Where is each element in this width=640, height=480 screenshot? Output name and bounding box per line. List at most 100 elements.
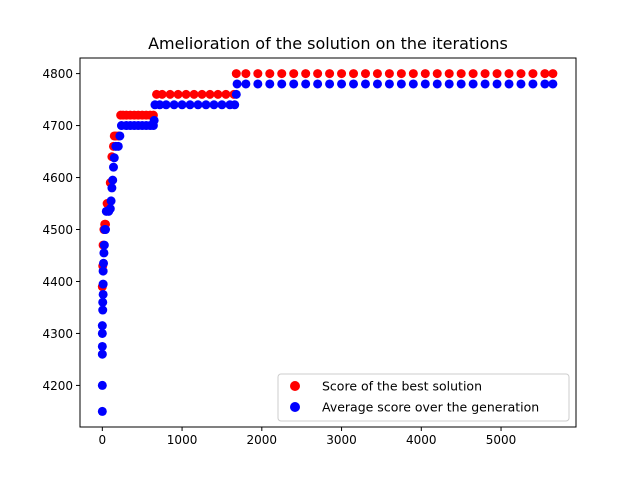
y-tick-label: 4200	[42, 379, 73, 393]
average-score-point	[101, 225, 111, 235]
y-tick-label: 4400	[42, 275, 73, 289]
best-score-point	[444, 69, 454, 79]
axes: 0 1000 2000 3000 4000 5000 4200 4300 4400 4500 460…	[42, 67, 516, 447]
average-score-point	[97, 349, 107, 359]
average-score-point	[98, 289, 108, 299]
best-score-point	[173, 89, 183, 99]
y-tick-label: 4300	[42, 327, 73, 341]
best-score-point	[468, 69, 478, 79]
best-score-point	[241, 69, 251, 79]
average-score-point	[230, 100, 240, 110]
best-score-point	[360, 69, 370, 79]
average-score-point	[108, 175, 118, 185]
best-score-point	[504, 69, 514, 79]
average-score-point	[97, 341, 107, 351]
average-score-point	[396, 79, 406, 89]
best-score-point	[349, 69, 359, 79]
average-score-point	[107, 183, 117, 193]
average-score-point	[193, 100, 203, 110]
average-score-point	[109, 153, 119, 163]
average-score-point	[504, 79, 514, 89]
average-score-point	[98, 279, 108, 289]
best-score-point	[265, 69, 275, 79]
best-score-point	[181, 89, 191, 99]
average-score-point	[349, 79, 359, 89]
average-score-point	[97, 406, 107, 416]
chart-title: Amelioration of the solution on the iter…	[148, 34, 508, 53]
average-score-point	[105, 204, 115, 214]
best-score-point	[289, 69, 299, 79]
average-score-point	[265, 79, 275, 89]
x-tick-label: 5000	[486, 433, 517, 447]
average-score-point	[408, 79, 418, 89]
average-score-point	[115, 131, 125, 141]
average-score-point	[540, 79, 550, 89]
average-score-point	[432, 79, 442, 89]
best-score-point	[205, 89, 215, 99]
best-score-point	[396, 69, 406, 79]
best-score-point	[540, 69, 550, 79]
average-score-point	[480, 79, 490, 89]
legend-label-best: Score of the best solution	[322, 379, 482, 394]
average-score-point	[528, 79, 538, 89]
average-score-point	[241, 79, 251, 89]
y-tick-label: 4500	[42, 223, 73, 237]
average-score-point	[253, 79, 263, 89]
average-score-point	[209, 100, 219, 110]
average-score-point	[548, 79, 558, 89]
x-tick-label: 2000	[247, 433, 278, 447]
average-score-point	[98, 297, 108, 307]
best-score-point	[492, 69, 502, 79]
best-score-point	[325, 69, 335, 79]
average-score-point	[97, 380, 107, 390]
average-score-point	[456, 79, 466, 89]
average-score-point	[169, 100, 179, 110]
average-score-point	[516, 79, 526, 89]
average-score-point	[177, 100, 187, 110]
legend-box	[277, 373, 570, 422]
average-score-point	[185, 100, 195, 110]
average-score-point	[98, 266, 108, 276]
average-score-point	[97, 328, 107, 338]
average-score-point	[217, 100, 227, 110]
best-score-point	[456, 69, 466, 79]
average-score-point	[99, 240, 109, 250]
average-score-point	[161, 100, 171, 110]
average-score-point	[99, 258, 109, 268]
average-score-point	[149, 115, 159, 125]
legend-marker-best	[290, 381, 300, 391]
average-score-point	[313, 79, 323, 89]
best-score-point	[253, 69, 263, 79]
best-score-point	[432, 69, 442, 79]
average-score-point	[277, 79, 287, 89]
average-score-point	[372, 79, 382, 89]
average-score-point	[97, 321, 107, 331]
best-score-point	[213, 89, 223, 99]
best-score-point	[408, 69, 418, 79]
best-score-point	[189, 89, 199, 99]
average-score-point	[360, 79, 370, 89]
best-score-point	[231, 69, 241, 79]
x-tick-label: 1000	[167, 433, 198, 447]
average-score-point	[289, 79, 299, 89]
plot-area	[97, 69, 558, 416]
best-score-point	[277, 69, 287, 79]
best-score-point	[528, 69, 538, 79]
best-score-point	[301, 69, 311, 79]
legend: Score of the best solution Average score…	[277, 373, 570, 422]
average-score-point	[108, 162, 118, 172]
average-score-point	[468, 79, 478, 89]
average-score-point	[232, 79, 242, 89]
best-score-point	[197, 89, 207, 99]
legend-marker-average	[290, 402, 300, 412]
best-score-point	[221, 89, 231, 99]
average-score-point	[420, 79, 430, 89]
average-score-point	[444, 79, 454, 89]
best-score-point	[157, 89, 167, 99]
average-score-point	[325, 79, 335, 89]
average-score-point	[301, 79, 311, 89]
best-score-point	[516, 69, 526, 79]
best-score-point	[480, 69, 490, 79]
average-score-point	[384, 79, 394, 89]
